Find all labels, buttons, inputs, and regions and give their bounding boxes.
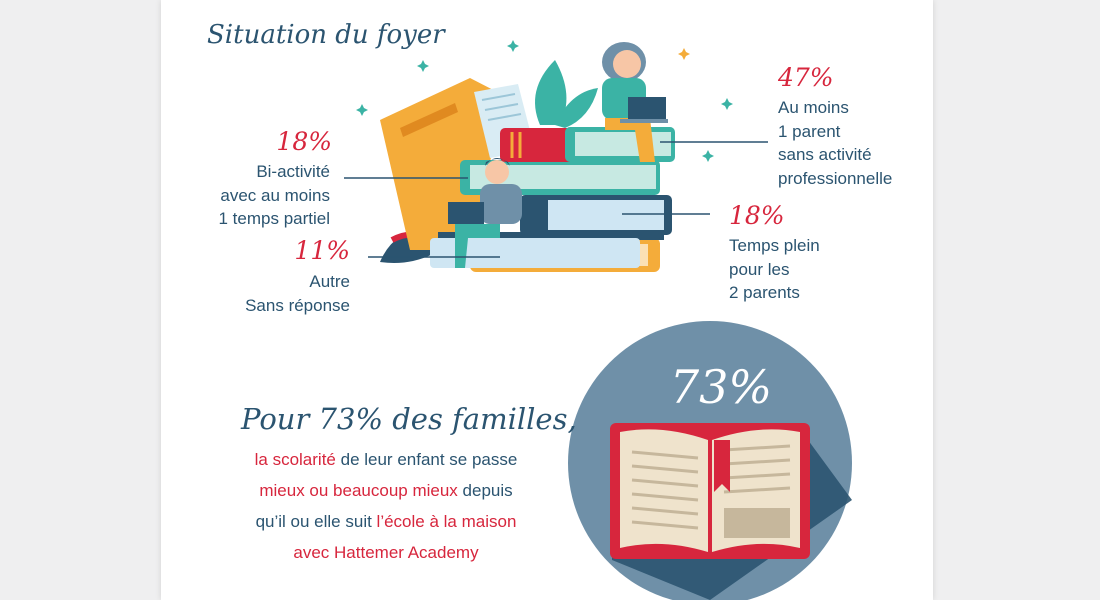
stat-label: Bi-activité avec au moins 1 temps partie…: [218, 162, 331, 228]
section-title: Situation du foyer: [207, 20, 445, 50]
stat-label: Temps plein pour les 2 parents: [729, 236, 820, 302]
stat-percent: 18%: [729, 201, 785, 230]
bookmark-icon: [714, 440, 730, 492]
stat-label: Autre Sans réponse: [245, 272, 350, 315]
leader-lines: [344, 141, 768, 258]
stat-percent: 18%: [276, 127, 332, 156]
open-book-badge: [568, 321, 852, 600]
stat-percent: 11%: [294, 236, 350, 265]
families-headline: Pour 73% des familles,: [241, 402, 577, 436]
sparkle-icons: [356, 40, 733, 162]
sparkle-icon: [678, 48, 690, 60]
stat-label: Au moins 1 parent sans activité professi…: [778, 98, 893, 188]
stat-percent: 47%: [778, 63, 834, 92]
woman-with-laptop-icon: [602, 42, 668, 162]
man-with-laptop-icon: [448, 158, 522, 268]
book-stack: [430, 127, 675, 272]
families-sentence: la scolarité de leur enfant se passe mie…: [254, 450, 518, 562]
big-percent: 73%: [669, 360, 773, 414]
